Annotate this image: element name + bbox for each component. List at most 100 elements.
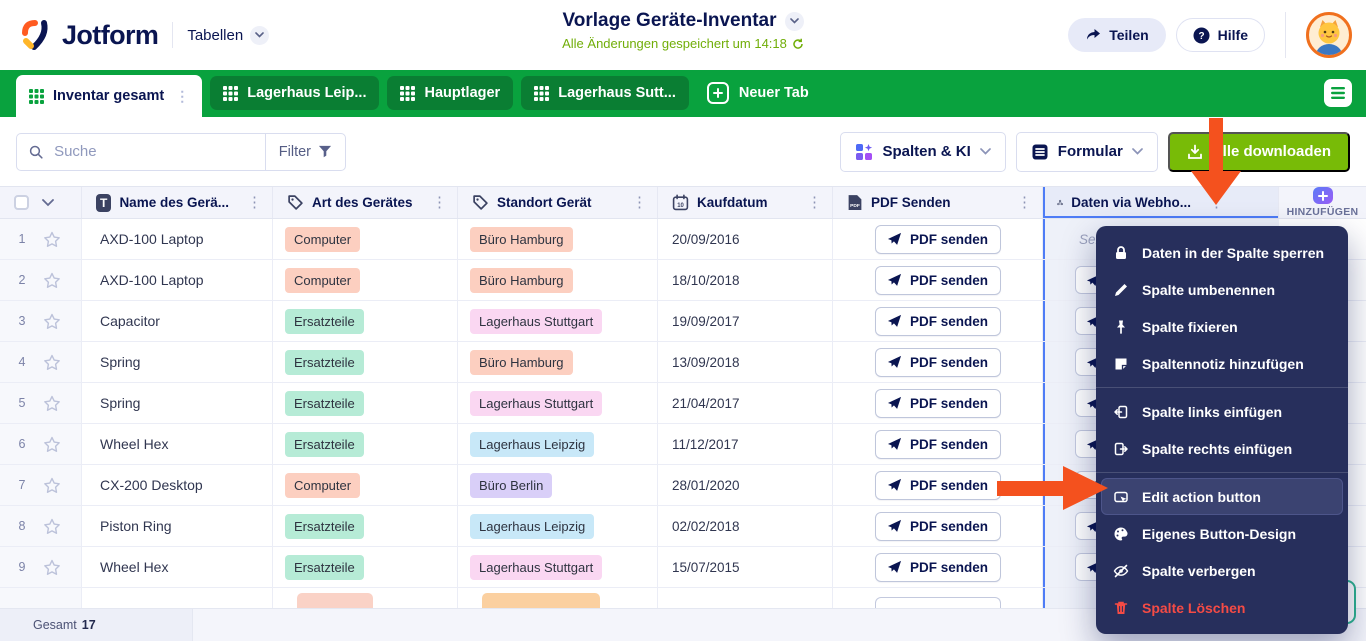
star-icon[interactable] xyxy=(43,231,61,248)
form-button[interactable]: Formular xyxy=(1015,131,1158,172)
pdf-senden-button[interactable]: PDF senden xyxy=(874,511,1001,541)
column-header-webhook[interactable]: Daten via Webho... ⋮ xyxy=(1043,187,1279,218)
star-icon[interactable] xyxy=(43,436,61,453)
tab-inventar-gesamt[interactable]: Inventar gesamt ⋮ xyxy=(16,75,203,117)
pdf-senden-button[interactable]: PDF senden xyxy=(874,429,1001,459)
star-icon[interactable] xyxy=(43,395,61,412)
pdf-senden-button[interactable]: PDF senden xyxy=(874,388,1001,418)
cell-art-badge[interactable]: Ersatzteile xyxy=(285,431,364,457)
tab-lagerhaus-stuttgart[interactable]: Lagerhaus Sutt... xyxy=(521,76,689,110)
title-chevron-down-icon[interactable] xyxy=(784,11,804,31)
column-menu-icon[interactable]: ⋮ xyxy=(432,194,447,211)
brand-wordmark[interactable]: Jotform xyxy=(62,19,159,50)
pdf-senden-button[interactable]: PDF senden xyxy=(874,470,1001,500)
cell-kaufdatum[interactable]: 19/09/2017 xyxy=(672,313,740,329)
menu-item-edit-action-button[interactable]: Edit action button xyxy=(1101,478,1343,515)
cell-art-badge[interactable]: Ersatzteile xyxy=(285,349,364,375)
menu-item-delete-column[interactable]: Spalte Löschen xyxy=(1096,589,1348,626)
pdf-senden-button[interactable]: PDF senden xyxy=(874,306,1001,336)
cell-kaufdatum[interactable]: 02/02/2018 xyxy=(672,518,740,534)
pdf-senden-button[interactable]: PDF senden xyxy=(874,265,1001,295)
search-input[interactable] xyxy=(52,142,253,161)
jotform-logo-icon[interactable] xyxy=(18,18,52,52)
cell-standort-badge[interactable]: Büro Hamburg xyxy=(470,349,573,375)
cell-name[interactable]: Piston Ring xyxy=(100,518,172,534)
avatar[interactable] xyxy=(1306,12,1352,58)
star-icon[interactable] xyxy=(43,477,61,494)
cell-standort-badge[interactable]: Büro Hamburg xyxy=(470,267,573,293)
column-header-standort[interactable]: Standort Gerät ⋮ xyxy=(458,187,658,218)
pdf-senden-button[interactable]: PDF senden xyxy=(874,224,1001,254)
column-header-art[interactable]: Art des Gerätes ⋮ xyxy=(273,187,458,218)
columns-ai-button[interactable]: Spalten & KI xyxy=(840,131,1006,172)
tab-lagerhaus-leipzig[interactable]: Lagerhaus Leip... xyxy=(210,76,380,110)
chevron-down-icon[interactable] xyxy=(42,198,54,207)
download-all-button[interactable]: Alle downloaden xyxy=(1167,131,1350,172)
cell-kaufdatum[interactable]: 11/12/2017 xyxy=(672,436,739,452)
cell-name[interactable]: Capacitor xyxy=(100,313,160,329)
menu-item-insert-column-right[interactable]: Spalte rechts einfügen xyxy=(1096,430,1348,467)
cell-standort-badge[interactable]: Lagerhaus Stuttgart xyxy=(470,390,603,416)
cell-standort-badge[interactable]: Lagerhaus Stuttgart xyxy=(470,554,603,580)
star-icon[interactable] xyxy=(43,518,61,535)
note-icon xyxy=(1115,358,1127,369)
select-all-checkbox[interactable] xyxy=(14,195,29,210)
cell-name[interactable]: CX-200 Desktop xyxy=(100,477,203,493)
tab-list-button[interactable] xyxy=(1324,79,1352,107)
filter-button[interactable]: Filter xyxy=(264,133,345,170)
cell-kaufdatum[interactable]: 21/04/2017 xyxy=(672,395,740,411)
help-button[interactable]: ? Hilfe xyxy=(1175,18,1265,52)
menu-item-add-column-note[interactable]: Spaltennotiz hinzufügen xyxy=(1096,345,1348,382)
column-menu-icon[interactable]: ⋮ xyxy=(1209,194,1224,211)
cell-standort-badge[interactable]: Lagerhaus Leipzig xyxy=(470,513,595,539)
cell-name[interactable]: Wheel Hex xyxy=(100,559,169,575)
cell-standort-badge[interactable]: Lagerhaus Leipzig xyxy=(470,431,595,457)
column-menu-icon[interactable]: ⋮ xyxy=(1017,194,1032,211)
menu-item-pin-column[interactable]: Spalte fixieren xyxy=(1096,308,1348,345)
cell-standort-badge[interactable]: Büro Berlin xyxy=(470,472,553,498)
share-button[interactable]: Teilen xyxy=(1068,18,1166,52)
menu-item-custom-button-design[interactable]: Eigenes Button-Design xyxy=(1096,515,1348,552)
star-icon[interactable] xyxy=(43,272,61,289)
cell-art-badge[interactable]: Ersatzteile xyxy=(285,308,364,334)
pdf-senden-button[interactable]: PDF senden xyxy=(874,347,1001,377)
column-header-pdf[interactable]: PDF PDF Senden ⋮ xyxy=(833,187,1043,218)
column-header-kaufdatum[interactable]: 10 Kaufdatum ⋮ xyxy=(658,187,833,218)
menu-item-lock-column[interactable]: Daten in der Spalte sperren xyxy=(1096,234,1348,271)
cell-standort-badge[interactable]: Büro Hamburg xyxy=(470,226,573,252)
menu-item-rename-column[interactable]: Spalte umbenennen xyxy=(1096,271,1348,308)
menu-item-hide-column[interactable]: Spalte verbergen xyxy=(1096,552,1348,589)
pdf-senden-button[interactable]: PDF senden xyxy=(874,552,1001,582)
tab-hauptlager[interactable]: Hauptlager xyxy=(387,76,514,110)
star-icon[interactable] xyxy=(43,559,61,576)
column-header-name[interactable]: T Name des Gerä... ⋮ xyxy=(82,187,273,218)
add-column-button[interactable]: HINZUFÜGEN xyxy=(1279,187,1366,218)
cell-standort-badge[interactable]: Lagerhaus Stuttgart xyxy=(470,308,603,334)
tab-menu-icon[interactable]: ⋮ xyxy=(175,87,190,104)
product-switcher[interactable]: Tabellen xyxy=(187,25,270,45)
product-label: Tabellen xyxy=(187,26,244,44)
cell-name[interactable]: Spring xyxy=(100,395,141,411)
column-menu-icon[interactable]: ⋮ xyxy=(247,194,262,211)
cell-kaufdatum[interactable]: 13/09/2018 xyxy=(672,354,740,370)
cell-name[interactable]: Wheel Hex xyxy=(100,436,169,452)
star-icon[interactable] xyxy=(43,354,61,371)
cell-name[interactable]: AXD-100 Laptop xyxy=(100,231,204,247)
cell-art-badge[interactable]: Computer xyxy=(285,472,361,498)
cell-kaufdatum[interactable]: 15/07/2015 xyxy=(672,559,740,575)
cell-art-badge[interactable]: Ersatzteile xyxy=(285,554,364,580)
cell-name[interactable]: AXD-100 Laptop xyxy=(100,272,204,288)
cell-kaufdatum[interactable]: 20/09/2016 xyxy=(672,231,740,247)
menu-item-insert-column-left[interactable]: Spalte links einfügen xyxy=(1096,393,1348,430)
cell-art-badge[interactable]: Computer xyxy=(285,226,361,252)
star-icon[interactable] xyxy=(43,313,61,330)
column-menu-icon[interactable]: ⋮ xyxy=(807,194,822,211)
cell-art-badge[interactable]: Ersatzteile xyxy=(285,390,364,416)
cell-name[interactable]: Spring xyxy=(100,354,141,370)
new-tab-button[interactable]: Neuer Tab xyxy=(697,76,819,110)
cell-art-badge[interactable]: Ersatzteile xyxy=(285,513,364,539)
column-menu-icon[interactable]: ⋮ xyxy=(632,194,647,211)
cell-art-badge[interactable]: Computer xyxy=(285,267,361,293)
cell-kaufdatum[interactable]: 28/01/2020 xyxy=(672,477,740,493)
cell-kaufdatum[interactable]: 18/10/2018 xyxy=(672,272,740,288)
